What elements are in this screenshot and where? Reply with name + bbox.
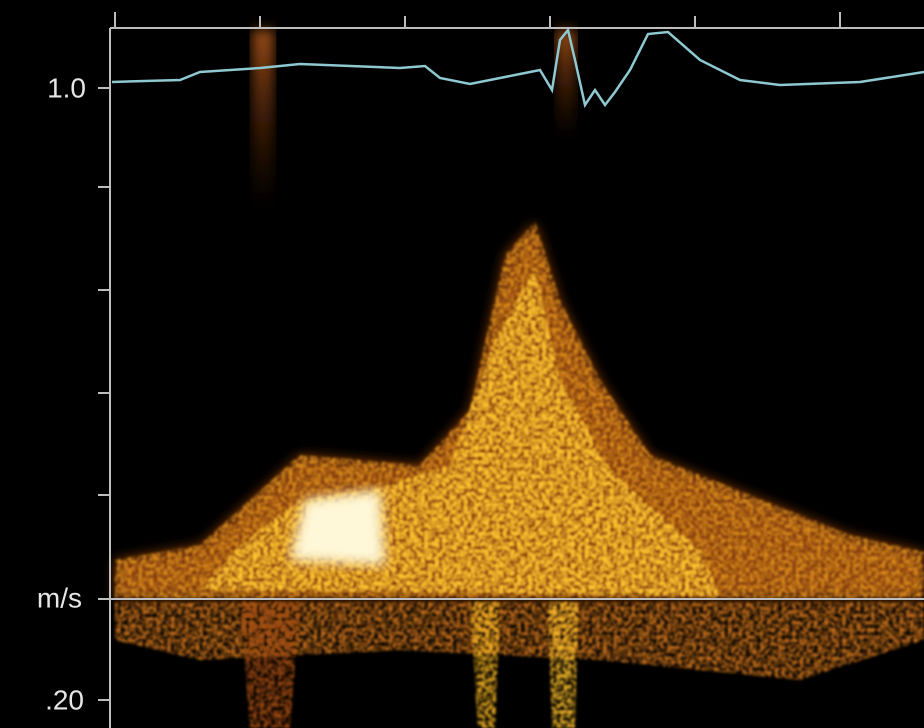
unit-label: m/s bbox=[37, 582, 82, 613]
doppler-view: 1.0 m/s .20 bbox=[0, 0, 924, 728]
scale-label: .20 bbox=[45, 684, 84, 715]
scale-label: 1.0 bbox=[47, 72, 86, 103]
